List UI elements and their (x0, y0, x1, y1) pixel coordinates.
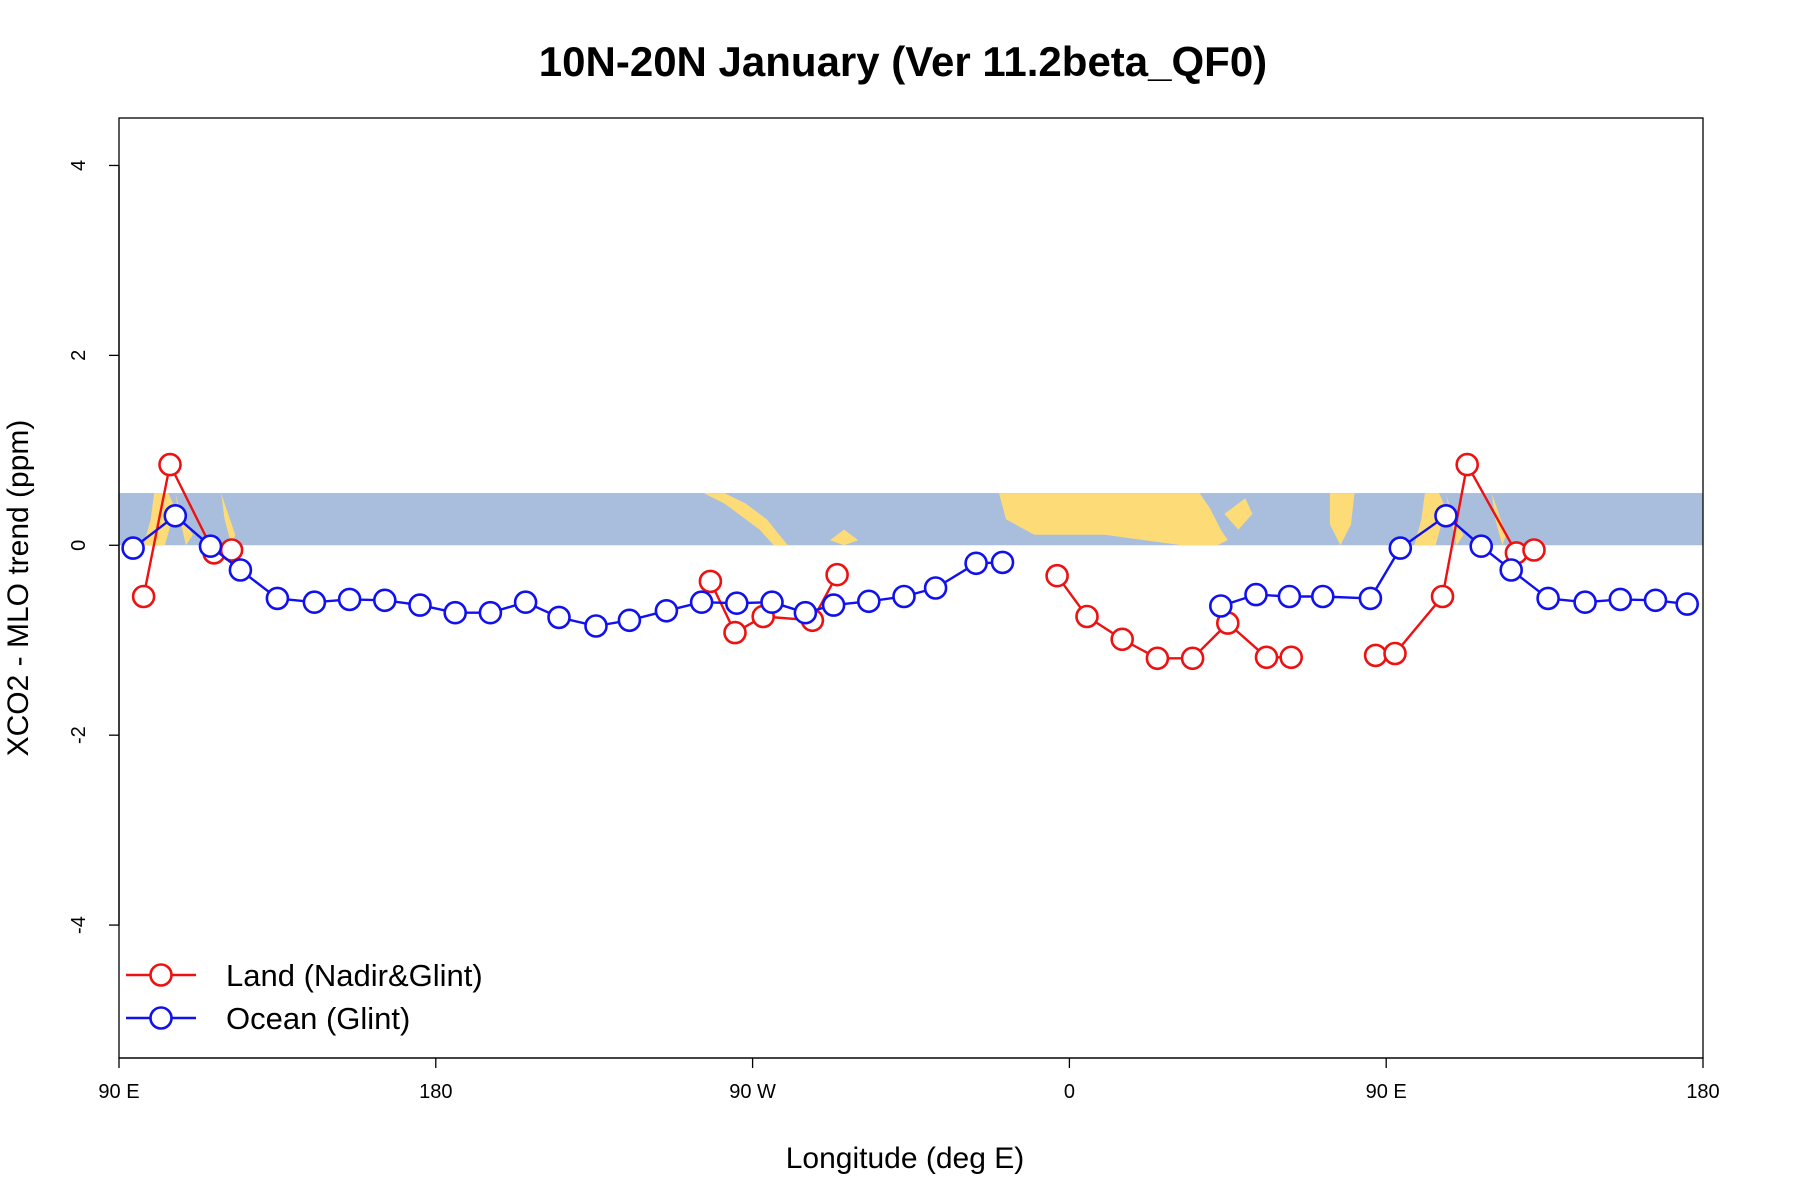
data-point (1675, 592, 1699, 616)
data-point (689, 590, 714, 615)
y-tick-label: -4 (68, 916, 90, 934)
map-land-shape (703, 493, 788, 546)
data-point (163, 503, 188, 528)
data-point (478, 600, 503, 625)
data-point (1045, 563, 1069, 588)
data-point (513, 590, 538, 615)
data-point (1434, 503, 1458, 528)
map-land-shape (1403, 493, 1446, 546)
data-point (265, 586, 290, 611)
data-point (1075, 604, 1099, 629)
data-point (1180, 646, 1205, 671)
legend-ocean-marker (149, 1006, 173, 1030)
data-point (1254, 645, 1279, 670)
data-point (1573, 590, 1597, 615)
data-point (1469, 534, 1493, 559)
data-point (1430, 584, 1455, 609)
data-point (1279, 645, 1303, 670)
legend-land-label: Land (Nadir&Glint) (226, 958, 483, 993)
data-point (990, 550, 1015, 575)
data-point (1358, 586, 1383, 611)
y-tick-label: 0 (68, 540, 90, 551)
map-land-shape (999, 493, 1228, 546)
legend-ocean-label: Ocean (Glint) (226, 1001, 410, 1036)
series-layer (121, 452, 1699, 671)
data-point (964, 551, 988, 576)
data-point (1209, 594, 1233, 618)
y-tick-label: 2 (68, 350, 90, 361)
data-point (760, 590, 784, 615)
chart-title: 10N-20N January (Ver 11.2beta_QF0) (539, 38, 1267, 85)
y-tick-label: 4 (68, 160, 90, 171)
data-point (1110, 627, 1134, 652)
map-land-shape (1446, 493, 1464, 546)
data-point (1383, 641, 1407, 666)
data-point (821, 593, 846, 617)
data-point (1363, 643, 1388, 668)
data-point (1244, 582, 1268, 607)
map-land-shape (221, 493, 236, 546)
legend-land-marker (149, 963, 173, 987)
data-point (856, 589, 881, 614)
map-land-shape (1224, 498, 1253, 530)
y-axis: -4 -2 0 2 4 (68, 160, 120, 934)
data-point (302, 590, 327, 615)
data-point (1536, 586, 1560, 611)
data-point (892, 584, 916, 609)
data-point (1311, 584, 1335, 609)
data-point (372, 588, 397, 613)
data-point (724, 591, 749, 616)
data-point (1522, 538, 1546, 562)
data-point (408, 593, 432, 617)
data-point (131, 584, 156, 609)
x-tick-label: 90 W (729, 1081, 776, 1103)
x-tick-label: 0 (1064, 1081, 1075, 1103)
legend: Land (Nadir&Glint) Ocean (Glint) (126, 958, 483, 1036)
map-land-shape (830, 529, 859, 546)
data-point (1499, 558, 1523, 582)
data-point (1455, 452, 1479, 477)
series-ocean (121, 503, 1699, 638)
data-point (1145, 646, 1170, 671)
data-point (337, 587, 362, 612)
map-land-shape (1329, 493, 1355, 546)
data-point (1277, 584, 1302, 609)
x-tick-label: 90 E (98, 1081, 139, 1103)
map-land-shape (133, 493, 176, 546)
data-point (158, 452, 182, 477)
series-land (131, 452, 1546, 671)
data-point (1643, 588, 1668, 613)
data-point (654, 598, 679, 623)
data-point (1388, 536, 1413, 560)
data-point (121, 536, 145, 560)
map-ocean-band (119, 493, 1703, 546)
data-point (198, 534, 223, 559)
data-point (923, 576, 948, 600)
data-point (793, 600, 818, 625)
data-point (1608, 587, 1633, 612)
data-point (698, 569, 723, 594)
data-point (825, 562, 849, 587)
x-axis: 90 E 180 90 W 0 90 E 180 (98, 1057, 1720, 1103)
data-point (723, 620, 747, 645)
data-point (443, 600, 468, 625)
x-tick-label: 180 (419, 1081, 452, 1103)
map-land-shape (175, 493, 193, 546)
x-axis-label: Longitude (deg E) (786, 1142, 1025, 1175)
data-point (584, 614, 608, 638)
x-tick-label: 90 E (1366, 1081, 1407, 1103)
data-point (228, 558, 253, 582)
x-tick-label: 180 (1686, 1081, 1719, 1103)
y-tick-label: -2 (68, 726, 90, 744)
map-strip (119, 493, 1703, 546)
data-point (547, 605, 571, 630)
data-point (617, 608, 642, 633)
y-axis-label: XCO2 - MLO trend (ppm) (2, 420, 35, 757)
